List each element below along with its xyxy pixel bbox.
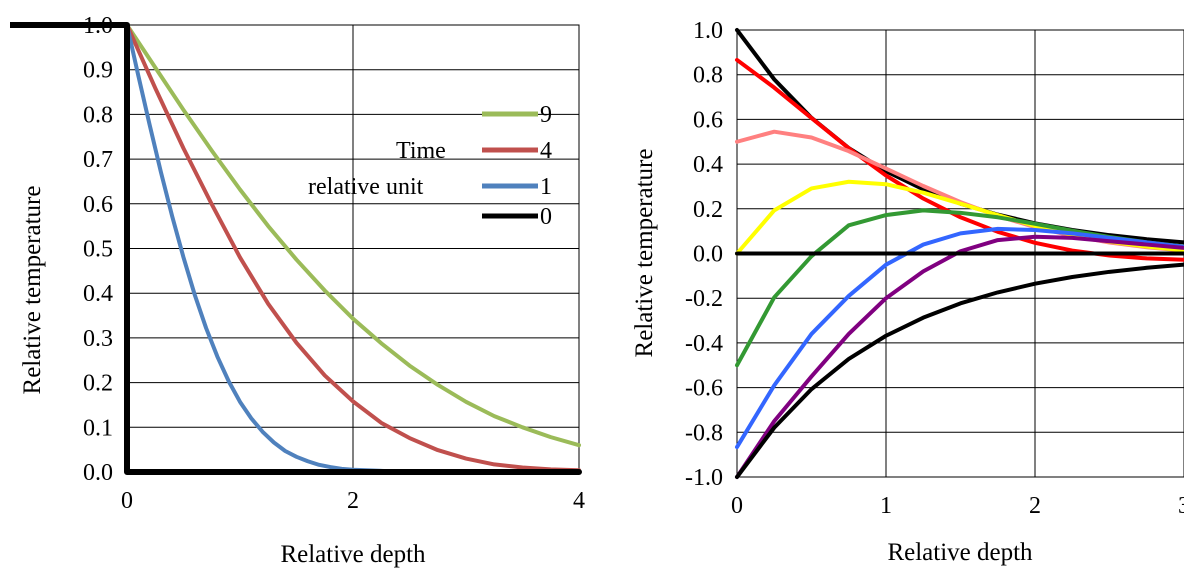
- left-x-tick-label: 2: [347, 488, 359, 514]
- right-x-tick-label: 0: [731, 493, 743, 519]
- right-y-axis-label: Relative temperature: [631, 149, 658, 358]
- left-y-tick-label: 0.2: [83, 371, 113, 397]
- left-y-tick-label: 0.3: [83, 326, 113, 352]
- left-y-tick-label: 0.1: [83, 415, 113, 441]
- legend-label-4: 4: [540, 138, 552, 164]
- left-x-axis-label: Relative depth: [280, 541, 426, 568]
- left-y-axis-label: Relative temperature: [19, 186, 46, 395]
- right-y-tick-label: -0.4: [685, 331, 723, 357]
- left-series-lines: [10, 22, 582, 475]
- right-x-tick-label: 3: [1178, 493, 1184, 519]
- right-y-tick-label: 0.8: [693, 63, 723, 89]
- legend-title-time: Time: [396, 138, 446, 164]
- legend-label-1: 1: [540, 174, 552, 200]
- left-series-line-0: [124, 22, 582, 475]
- left-y-tick-label: 0.8: [83, 102, 113, 128]
- left-series-line-4: [125, 23, 581, 473]
- left-y-tick-label: 0.7: [83, 147, 113, 173]
- left-y-tick-labels: 0.0 0.1 0.2 0.3 0.4 0.5 0.6 0.7 0.8 0.9 1.0: [83, 13, 113, 486]
- right-y-tick-label: -0.8: [685, 420, 723, 446]
- left-x-tick-label: 0: [121, 488, 133, 514]
- left-series-line-9: [125, 23, 581, 448]
- legend-label-9: 9: [540, 102, 552, 128]
- left-x-tick-labels: 0 2 4: [121, 488, 585, 514]
- right-x-tick-labels: 0 1 2 3: [731, 493, 1184, 519]
- legend-label-0: 0: [540, 204, 552, 230]
- right-y-tick-label: 0.6: [693, 107, 723, 133]
- right-y-tick-label: -1.0: [685, 465, 723, 491]
- legend-title-relative-unit: relative unit: [308, 174, 424, 200]
- right-x-tick-label: 1: [880, 493, 892, 519]
- right-y-tick-label: -0.6: [685, 376, 723, 402]
- right-y-tick-label: 0.0: [693, 242, 723, 268]
- chart-left: 0.0 0.1 0.2 0.3 0.4 0.5 0.6 0.7 0.8 0.9 1.0 0 2 4 Re…: [10, 13, 585, 568]
- left-y-tick-label: 0.9: [83, 58, 113, 84]
- right-series-lines: [735, 28, 1184, 479]
- right-y-tick-label: 1.0: [693, 18, 723, 44]
- right-series-line-1: [735, 57, 1184, 262]
- left-y-tick-label: 0.6: [83, 192, 113, 218]
- right-y-tick-label: -0.2: [685, 286, 723, 312]
- right-series-line-7: [735, 262, 1184, 479]
- left-legend: Time relative unit 9 4 1 0: [308, 102, 552, 230]
- left-y-tick-label: 0.4: [83, 281, 113, 307]
- right-y-tick-label: 0.2: [693, 197, 723, 223]
- legend-entries: 9 4 1 0: [482, 102, 552, 230]
- left-x-tick-label: 4: [573, 488, 585, 514]
- right-y-tick-labels: -1.0 -0.8 -0.6 -0.4 -0.2 0.0 0.2 0.4 0.6 0.8 1.0: [685, 18, 723, 491]
- chart-right: -1.0 -0.8 -0.6 -0.4 -0.2 0.0 0.2 0.4 0.6 0.8 1.0 0…: [631, 18, 1184, 566]
- right-series-line-6: [735, 234, 1184, 479]
- right-y-tick-label: 0.4: [693, 152, 723, 178]
- right-series-line-5: [735, 226, 1184, 450]
- left-y-tick-label: 0.0: [83, 460, 113, 486]
- left-y-tick-label: 1.0: [83, 13, 113, 39]
- left-y-tick-label: 0.5: [83, 237, 113, 263]
- right-x-axis-label: Relative depth: [887, 539, 1033, 566]
- right-x-tick-label: 2: [1029, 493, 1041, 519]
